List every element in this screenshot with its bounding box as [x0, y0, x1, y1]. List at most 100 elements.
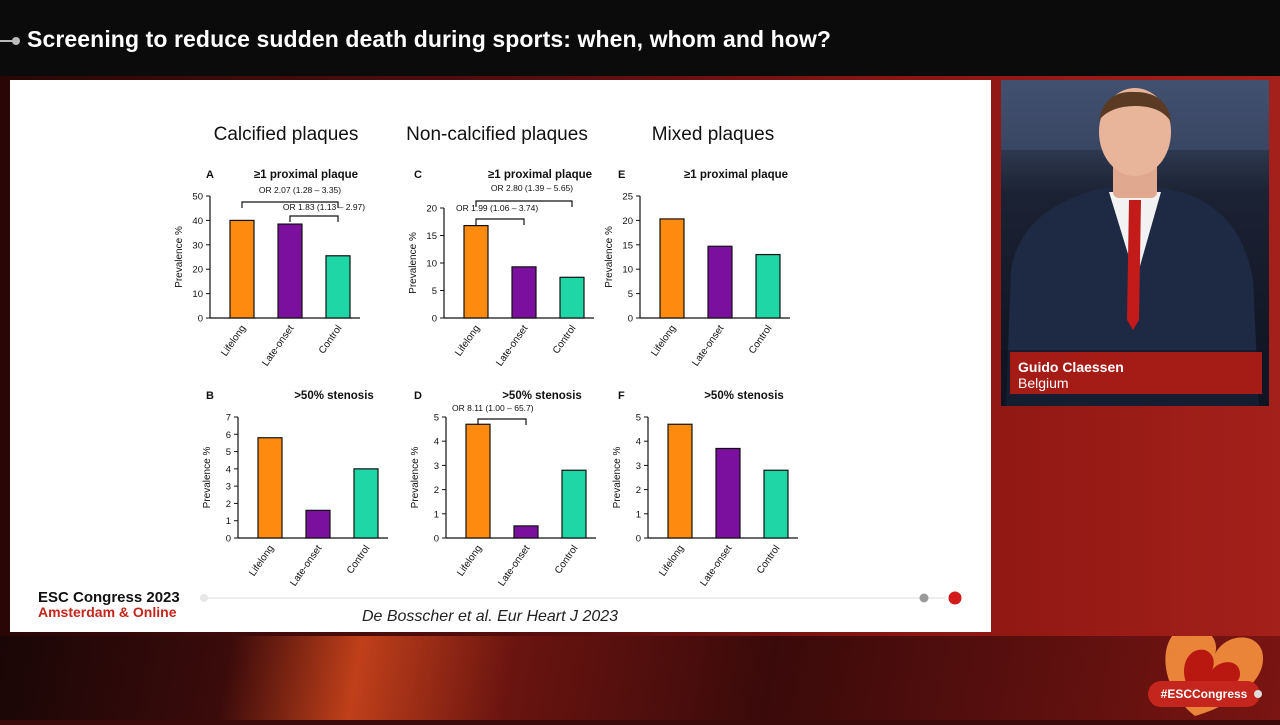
bar-late-onset: [715, 447, 741, 539]
bar-lifelong: [229, 219, 255, 319]
slide-figure: Calcified plaques Non-calcified plaques …: [38, 124, 962, 625]
x-tick-label: Late-onset: [496, 543, 532, 588]
bar-lifelong: [659, 218, 685, 319]
progress-grey-dot: [919, 593, 929, 603]
y-axis-label: Prevalence %: [174, 226, 185, 288]
chart-title: >50% stenosis: [502, 390, 582, 402]
y-tick-label: 10: [426, 259, 437, 270]
chart-panel-E: E ≥1 proximal plaque Prevalence % 0 5 10 15 20 2…: [604, 169, 790, 368]
bar-late-onset: [513, 525, 539, 539]
y-tick-label: 15: [426, 231, 437, 242]
chart-title: >50% stenosis: [294, 390, 374, 402]
chart-panel-A: A ≥1 proximal plaque Prevalence % 0 10 20 30 40…: [174, 169, 365, 368]
bar-lifelong: [667, 423, 693, 539]
y-tick-label: 2: [636, 485, 641, 496]
y-tick-label: 5: [636, 413, 641, 424]
y-tick-label: 7: [226, 413, 231, 424]
y-tick-label: 0: [198, 314, 203, 325]
y-tick-label: 20: [426, 204, 437, 215]
chart-title: ≥1 proximal plaque: [488, 169, 592, 181]
x-tick-label: Late-onset: [690, 323, 726, 368]
y-tick-label: 2: [226, 499, 231, 510]
y-tick-label: 20: [622, 216, 633, 227]
x-tick-label: Late-onset: [494, 323, 530, 368]
speaker-name: Guido Claessen: [1018, 359, 1124, 375]
chart-title: ≥1 proximal plaque: [684, 169, 788, 181]
dot-decoration: [12, 37, 20, 45]
dash-decoration: [0, 40, 14, 42]
panel-letter: D: [414, 390, 422, 402]
bar-control: [559, 276, 585, 319]
bar-late-onset: [305, 509, 331, 539]
progress-red-dot: [948, 591, 962, 605]
progress-start-dot: [200, 594, 208, 602]
bar-late-onset: [707, 245, 733, 319]
y-tick-label: 50: [192, 192, 203, 203]
y-tick-label: 0: [432, 314, 437, 325]
panel-letter: A: [206, 169, 214, 181]
bar-lifelong: [465, 423, 491, 539]
bar-control: [353, 468, 379, 539]
x-tick-label: Lifelong: [247, 543, 276, 578]
y-tick-label: 2: [434, 485, 439, 496]
bar-control: [755, 253, 781, 319]
y-tick-label: 20: [192, 265, 203, 276]
bar-control: [325, 255, 351, 319]
panel-letter: E: [618, 169, 625, 181]
hashtag-dot: [1254, 690, 1262, 698]
y-tick-label: 4: [434, 437, 439, 448]
y-tick-label: 30: [192, 240, 203, 251]
bar-late-onset: [277, 223, 303, 319]
bottom-decorative-strip: [0, 626, 1280, 720]
chart-panel-F: F >50% stenosis Prevalence % 0 1 2 3 4 5 Lifelong…: [612, 390, 798, 588]
chart-panel-C: C ≥1 proximal plaque Prevalence % 0 5 10 15 20 L…: [408, 169, 594, 368]
x-tick-label: Lifelong: [657, 543, 686, 578]
y-tick-label: 10: [192, 289, 203, 300]
y-axis-label: Prevalence %: [604, 226, 615, 288]
chart-title: ≥1 proximal plaque: [254, 169, 358, 181]
y-tick-label: 10: [622, 265, 633, 276]
chart-panel-B: B >50% stenosis Prevalence % 0 1 2 3 4 5 6 7 Lifelo…: [202, 390, 388, 588]
x-tick-label: Control: [317, 323, 345, 356]
y-tick-label: 0: [226, 534, 231, 545]
y-axis-label: Prevalence %: [408, 232, 419, 294]
x-tick-label: Lifelong: [219, 323, 248, 358]
top-bar: Screening to reduce sudden death during …: [0, 0, 1280, 76]
panel-letter: B: [206, 390, 214, 402]
panel-letter: C: [414, 169, 422, 181]
odds-ratio-annotation: OR 1.83 (1.13 – 2.97): [283, 202, 365, 212]
y-tick-label: 3: [636, 461, 641, 472]
x-tick-label: Lifelong: [649, 323, 678, 358]
column-title-mixed: Mixed plaques: [652, 124, 775, 145]
y-axis-label: Prevalence %: [202, 447, 213, 509]
y-tick-label: 5: [628, 289, 633, 300]
bar-control: [561, 469, 587, 539]
odds-ratio-annotation: OR 2.80 (1.39 – 5.65): [491, 183, 573, 193]
y-tick-label: 25: [622, 192, 633, 203]
x-tick-label: Late-onset: [698, 543, 734, 588]
y-tick-label: 0: [628, 314, 633, 325]
y-tick-label: 4: [226, 464, 231, 475]
y-tick-label: 1: [636, 509, 641, 520]
column-title-calcified: Calcified plaques: [214, 124, 359, 145]
y-tick-label: 1: [226, 516, 231, 527]
x-tick-label: Control: [747, 323, 775, 356]
significance-bracket: [475, 218, 525, 225]
y-tick-label: 4: [636, 437, 641, 448]
footer-location: Amsterdam & Online: [38, 604, 177, 620]
y-tick-label: 0: [434, 534, 439, 545]
column-title-non-calcified: Non-calcified plaques: [406, 124, 588, 145]
y-tick-label: 3: [226, 482, 231, 493]
y-tick-label: 3: [434, 461, 439, 472]
y-tick-label: 40: [192, 216, 203, 227]
x-tick-label: Lifelong: [453, 323, 482, 358]
y-tick-label: 5: [434, 413, 439, 424]
footer-event: ESC Congress 2023: [38, 589, 180, 606]
bar-control: [763, 469, 789, 539]
significance-bracket: [477, 418, 527, 425]
x-tick-label: Lifelong: [455, 543, 484, 578]
citation: De Bosscher et al. Eur Heart J 2023: [362, 608, 618, 625]
y-tick-label: 5: [432, 286, 437, 297]
x-tick-label: Control: [755, 543, 783, 576]
significance-bracket: [241, 201, 339, 208]
